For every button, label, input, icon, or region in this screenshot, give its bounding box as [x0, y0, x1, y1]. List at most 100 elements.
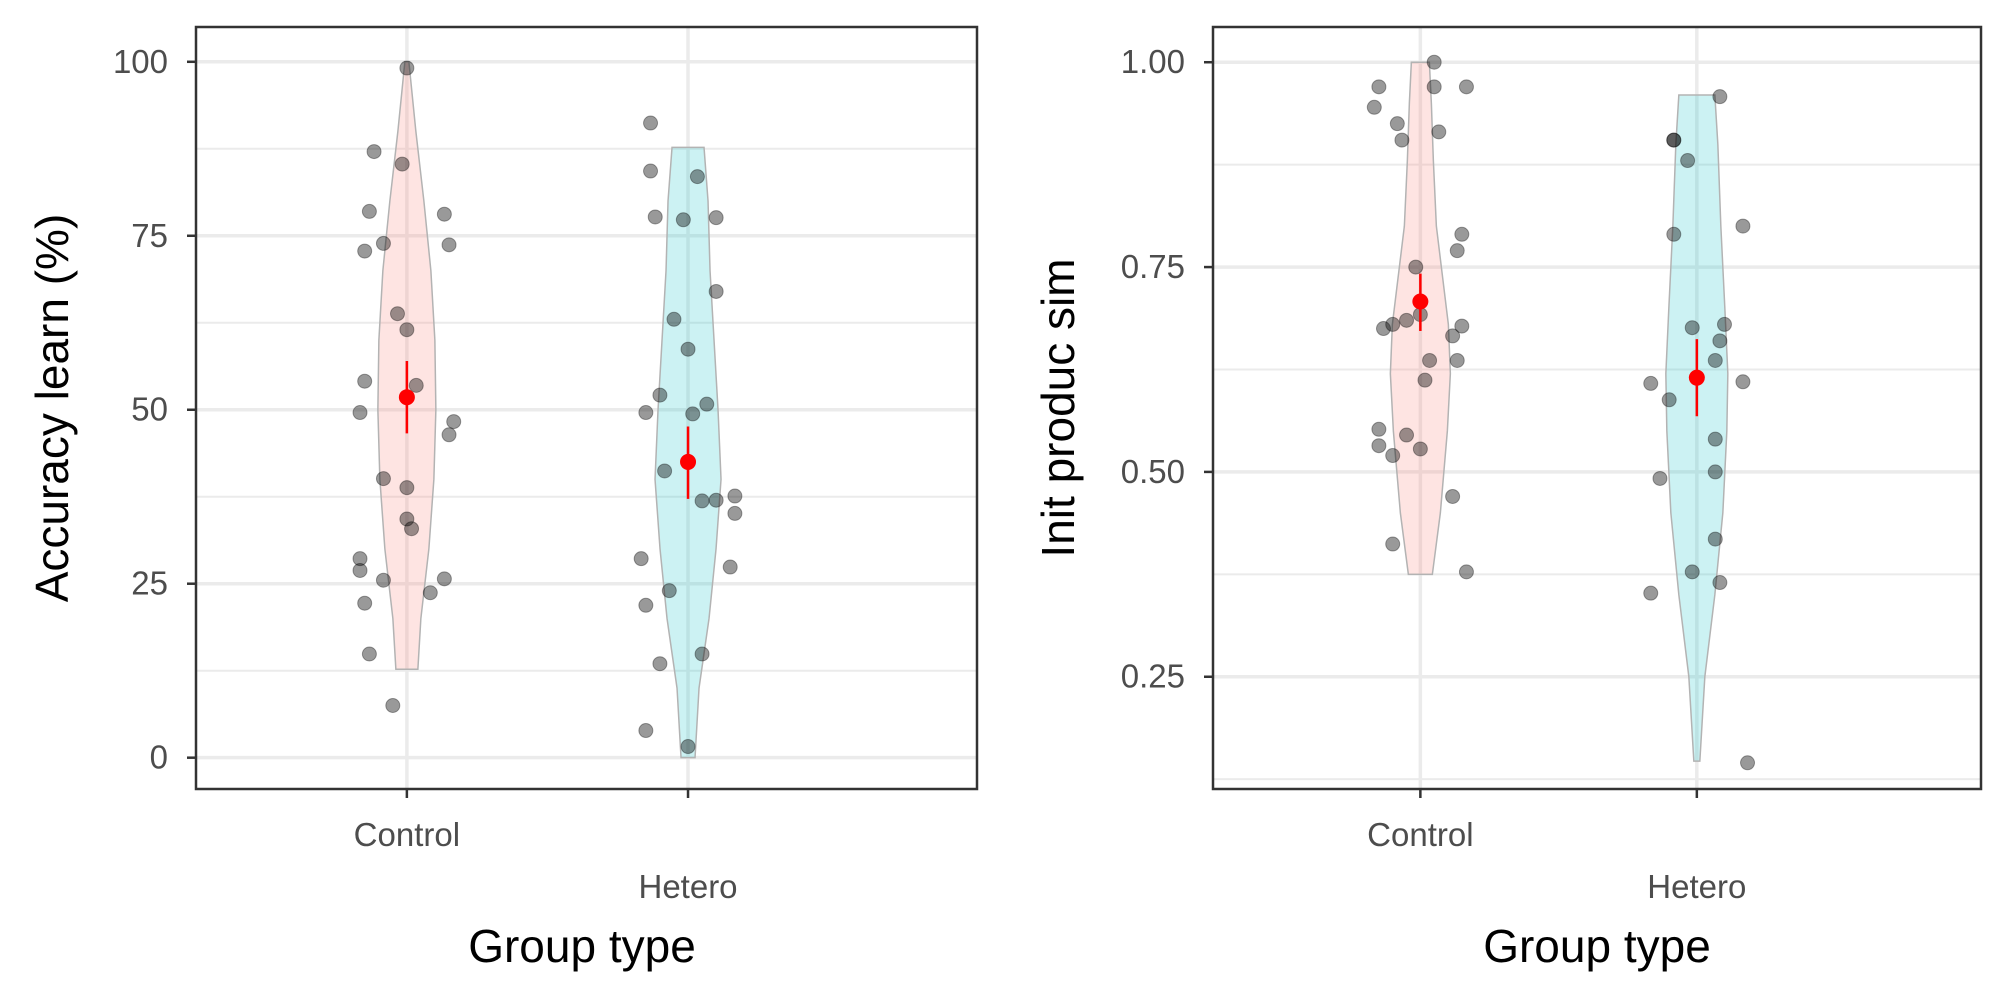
data-point: [389, 306, 405, 322]
data-point: [357, 373, 373, 389]
data-point: [1684, 564, 1700, 580]
data-point: [1399, 427, 1415, 443]
mean-point: [1412, 293, 1429, 310]
data-point: [1385, 316, 1401, 332]
data-point: [441, 427, 457, 443]
data-point: [375, 572, 391, 588]
panel-border: [194, 25, 979, 791]
data-point: [1375, 321, 1391, 337]
data-point: [694, 646, 710, 662]
data-point: [652, 387, 668, 403]
data-point: [652, 656, 668, 672]
data-point: [361, 646, 377, 662]
data-point: [1643, 375, 1659, 391]
data-point: [1707, 531, 1723, 547]
panel-1: 0 25 50 75 100 Control Hetero Group type Accurac…: [26, 25, 979, 972]
data-point: [399, 322, 415, 338]
y-tick-label: 1.00: [1121, 43, 1185, 80]
data-point: [1716, 316, 1732, 332]
data-point: [1449, 352, 1465, 368]
data-point: [675, 212, 691, 228]
data-point: [1740, 755, 1756, 771]
data-point: [375, 471, 391, 487]
data-point: [1408, 259, 1424, 275]
data-point: [1666, 226, 1682, 242]
data-point: [408, 377, 424, 393]
data-point: [633, 551, 649, 567]
data-point: [638, 597, 654, 613]
data-point: [708, 210, 724, 226]
data-point: [689, 169, 705, 185]
data-point: [699, 396, 715, 412]
data-point: [1431, 124, 1447, 140]
y-tick-label: 75: [131, 217, 168, 254]
y-tick-label: 50: [131, 391, 168, 428]
data-point: [1661, 392, 1677, 408]
data-point: [1366, 99, 1382, 115]
data-point: [643, 163, 659, 179]
data-point: [1449, 243, 1465, 259]
data-point: [446, 414, 462, 430]
data-point: [1458, 79, 1474, 95]
mean-point: [1688, 369, 1705, 386]
data-point: [1371, 438, 1387, 454]
violin-hetero: [1665, 94, 1729, 762]
data-point: [422, 585, 438, 601]
data-point: [708, 492, 724, 508]
data-point: [1643, 585, 1659, 601]
data-point: [694, 493, 710, 509]
data-point: [1412, 441, 1428, 457]
data-point: [1371, 421, 1387, 437]
data-point: [722, 559, 738, 575]
data-point: [727, 488, 743, 504]
data-point: [727, 505, 743, 521]
data-point: [361, 203, 377, 219]
data-point: [1735, 218, 1751, 234]
data-point: [357, 595, 373, 611]
data-point: [1394, 132, 1410, 148]
data-point: [1712, 575, 1728, 591]
data-point: [1707, 352, 1723, 368]
data-point: [357, 243, 373, 259]
mean-point: [398, 389, 415, 406]
data-point: [1684, 320, 1700, 336]
data-point: [399, 511, 415, 527]
panel-2: 0.25 0.50 0.75 1.00 Control Hetero Group type I…: [1032, 25, 1983, 972]
data-point: [1389, 116, 1405, 132]
data-point: [666, 311, 682, 327]
data-point: [352, 551, 368, 567]
data-point: [661, 583, 677, 599]
data-point: [1385, 536, 1401, 552]
data-point: [638, 723, 654, 739]
data-point: [1652, 470, 1668, 486]
y-tick-label: 0: [150, 739, 168, 776]
data-point: [1385, 448, 1401, 464]
y-tick-label: 0.75: [1121, 248, 1185, 285]
y-tick-label: 100: [113, 43, 168, 80]
data-point: [1417, 372, 1433, 388]
data-point: [1426, 79, 1442, 95]
data-point: [685, 406, 701, 422]
data-point: [647, 209, 663, 225]
data-point: [1712, 89, 1728, 105]
data-point: [436, 571, 452, 587]
data-point: [441, 237, 457, 253]
x-axis-title: Group type: [468, 920, 696, 972]
x-tick-label: Control: [1367, 816, 1473, 853]
data-point: [643, 115, 659, 131]
data-point: [394, 156, 410, 172]
y-tick-label: 0.50: [1121, 453, 1185, 490]
y-axis-title: Init produc sim: [1032, 258, 1084, 557]
data-point: [1445, 488, 1461, 504]
x-axis-title: Group type: [1483, 920, 1711, 972]
data-point: [1371, 79, 1387, 95]
y-axis-title: Accuracy learn (%): [26, 214, 78, 603]
data-point: [1712, 333, 1728, 349]
panel-border: [1211, 25, 1983, 791]
data-point: [399, 60, 415, 76]
data-point: [657, 463, 673, 479]
data-point: [1666, 132, 1682, 148]
data-point: [375, 235, 391, 251]
